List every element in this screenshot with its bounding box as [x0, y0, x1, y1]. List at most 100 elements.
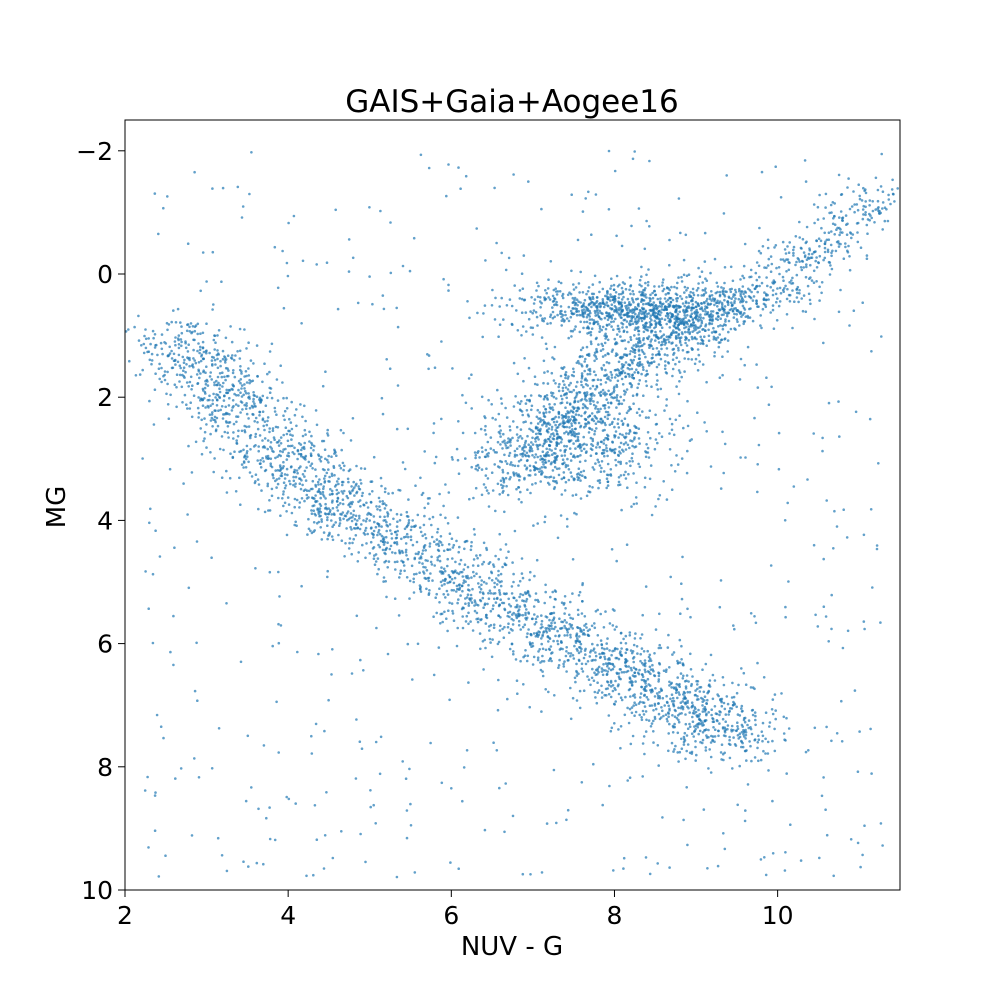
data-point: [599, 305, 602, 309]
data-point: [773, 727, 776, 731]
data-point: [261, 418, 265, 422]
data-point: [568, 613, 571, 617]
data-point: [245, 402, 248, 405]
data-point: [285, 458, 289, 461]
data-point: [592, 322, 596, 325]
data-point: [593, 432, 596, 436]
data-point: [512, 580, 515, 584]
data-point: [570, 373, 574, 377]
data-point: [592, 403, 596, 407]
data-point: [309, 452, 313, 456]
data-point: [192, 348, 195, 352]
data-point: [430, 535, 434, 539]
data-point: [257, 507, 260, 511]
data-point: [723, 730, 727, 734]
data-point: [601, 388, 605, 392]
data-point: [166, 354, 170, 358]
data-point: [575, 393, 579, 396]
data-point: [828, 211, 831, 215]
data-point: [675, 385, 678, 388]
data-point: [602, 363, 606, 367]
data-point: [336, 509, 340, 512]
data-point: [293, 413, 297, 417]
data-point: [357, 487, 361, 491]
data-point: [578, 355, 582, 359]
data-point: [629, 649, 633, 652]
data-point: [498, 629, 502, 632]
data-point: [169, 393, 172, 397]
data-point: [481, 591, 485, 594]
data-point: [818, 245, 821, 248]
data-point: [318, 514, 321, 518]
data-point: [176, 337, 180, 340]
data-point: [166, 370, 169, 374]
data-point: [554, 415, 557, 419]
data-point: [256, 421, 259, 424]
data-point: [504, 406, 507, 410]
data-point: [458, 583, 461, 586]
data-point: [569, 315, 573, 319]
data-point: [326, 569, 330, 573]
data-point: [693, 706, 696, 709]
data-point: [418, 561, 421, 564]
data-point: [659, 343, 663, 347]
data-point: [264, 404, 268, 408]
data-point: [512, 650, 515, 653]
data-point: [341, 483, 344, 487]
data-point: [273, 406, 277, 410]
data-point: [648, 321, 652, 324]
data-point: [193, 338, 196, 342]
data-point: [278, 439, 281, 442]
data-point: [340, 448, 344, 452]
data-point: [697, 717, 701, 721]
data-point: [609, 685, 613, 688]
data-point: [571, 627, 574, 630]
data-point: [502, 601, 506, 605]
data-point: [540, 642, 543, 646]
data-point: [194, 361, 198, 365]
data-point: [482, 483, 486, 486]
data-point: [559, 312, 562, 315]
data-point: [664, 670, 668, 673]
data-point: [224, 361, 227, 364]
data-point: [323, 512, 327, 515]
data-point: [279, 364, 283, 368]
data-point: [658, 661, 661, 665]
data-point: [168, 345, 171, 349]
data-point: [519, 434, 522, 438]
data-point: [558, 382, 561, 386]
data-point: [261, 456, 264, 460]
data-point: [578, 291, 581, 294]
data-point: [499, 572, 503, 576]
data-point: [609, 299, 612, 302]
data-point: [495, 583, 499, 586]
data-point: [769, 311, 772, 314]
data-point: [319, 460, 323, 463]
data-point: [683, 737, 686, 741]
data-point: [783, 738, 786, 741]
data-point: [573, 296, 577, 300]
data-point: [536, 635, 540, 638]
data-point: [330, 455, 333, 459]
data-point: [289, 444, 292, 448]
data-point: [687, 357, 690, 361]
data-point: [163, 341, 166, 344]
data-point: [655, 383, 658, 386]
data-point: [377, 543, 380, 547]
data-point: [688, 331, 692, 334]
data-point: [211, 425, 214, 428]
data-point: [504, 592, 507, 596]
data-point: [517, 612, 521, 616]
data-point: [204, 350, 208, 353]
data-point: [534, 598, 537, 602]
data-point: [760, 326, 763, 330]
data-point: [335, 480, 339, 483]
data-point: [618, 308, 621, 312]
data-point: [543, 465, 546, 469]
data-point: [830, 251, 833, 255]
data-point: [708, 294, 712, 298]
data-point: [589, 387, 592, 390]
data-point: [439, 513, 442, 517]
data-point: [239, 378, 243, 381]
data-point: [259, 401, 262, 404]
